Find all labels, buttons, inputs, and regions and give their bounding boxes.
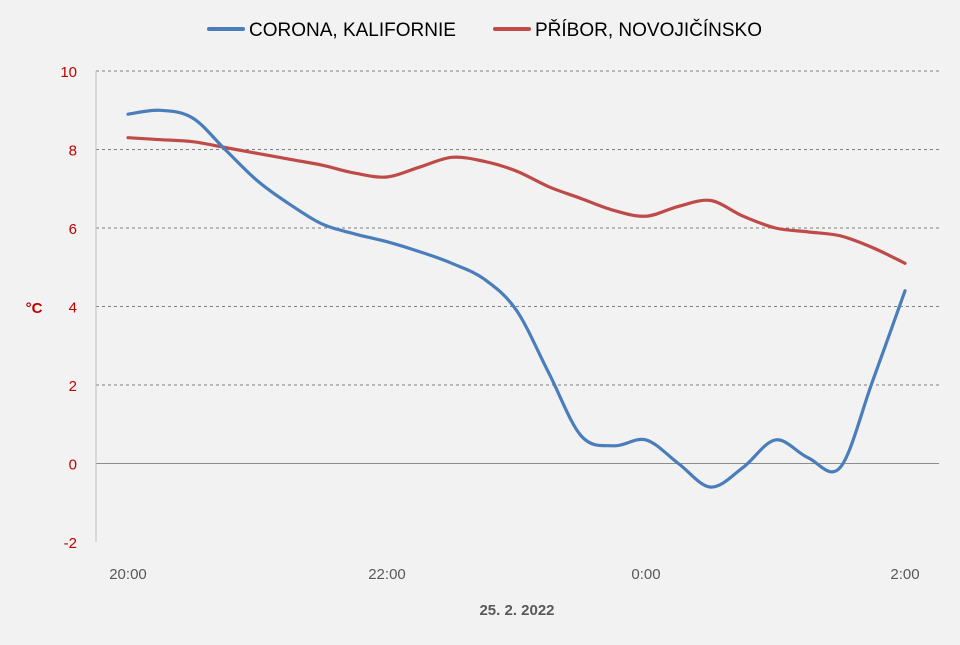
y-tick-label: 10: [60, 64, 77, 81]
axes: [95, 71, 939, 542]
y-tick-label: 6: [69, 221, 77, 238]
legend-label: CORONA, KALIFORNIE: [249, 20, 456, 41]
gridlines: [96, 70, 939, 542]
series-line-corona: [126, 108, 907, 489]
y-tick-label: 8: [69, 143, 77, 160]
legend-label: PŘÍBOR, NOVOJIČÍNSKO: [535, 19, 762, 41]
x-tick-label: 22:00: [368, 566, 406, 583]
y-tick-label: 4: [69, 300, 77, 317]
x-axis-title: 25. 2. 2022: [479, 602, 554, 619]
y-axis-title: °C: [26, 300, 43, 317]
x-tick-label: 20:00: [109, 566, 147, 583]
axis-labels: -2024681020:0022:000:002:004:006:008:00°…: [26, 64, 920, 619]
series-lines: [126, 108, 907, 489]
x-tick-label: 0:00: [631, 566, 660, 583]
legend: CORONA, KALIFORNIE PŘÍBOR, NOVOJIČÍNSKO: [207, 19, 762, 41]
y-tick-label: 0: [69, 457, 77, 474]
x-tick-label: 2:00: [890, 566, 919, 583]
series-line-pribor: [126, 136, 907, 265]
y-tick-label: -2: [64, 535, 77, 552]
y-tick-label: 2: [69, 378, 77, 395]
